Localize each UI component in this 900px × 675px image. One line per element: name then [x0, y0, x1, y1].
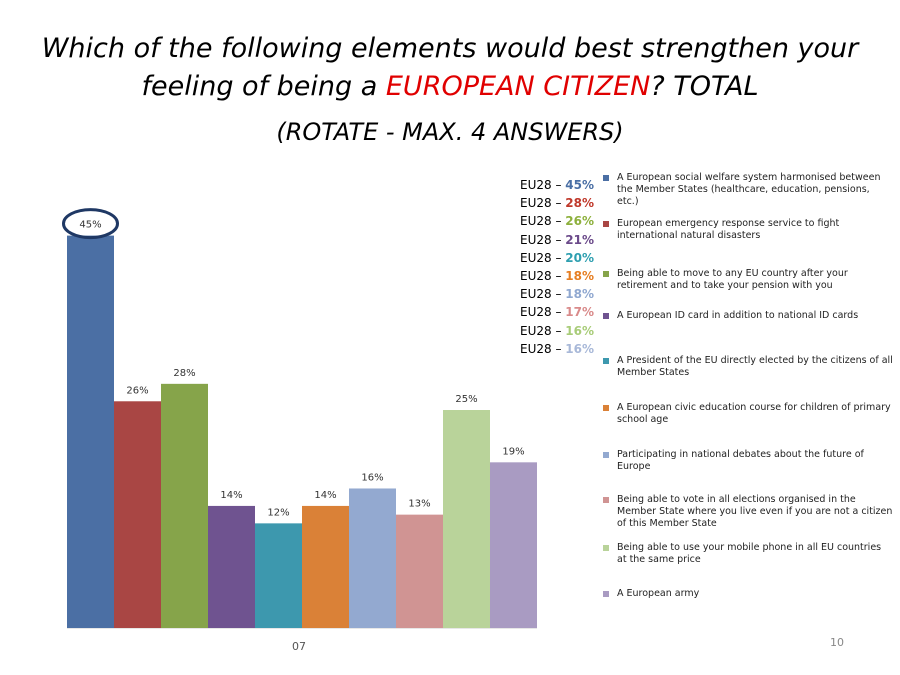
bar-value-label-4: 14%: [220, 490, 242, 501]
bar-value-label-1: 45%: [79, 220, 101, 231]
bar-8: [396, 514, 443, 628]
eu28-value: 45%: [565, 178, 594, 192]
legend-swatch: [603, 313, 609, 319]
legend-swatch: [603, 545, 609, 551]
eu28-value: 28%: [565, 196, 594, 211]
bar-10: [490, 462, 537, 628]
eu28-prefix: EU28 –: [520, 214, 566, 229]
eu28-value: 16%: [565, 323, 594, 338]
title-prefix: feeling of being a: [141, 71, 386, 102]
page-number: 10: [830, 636, 844, 649]
eu28-row-3: EU28 – 26%: [496, 212, 594, 230]
legend-label: Participating in national debates about …: [617, 449, 864, 472]
legend-item-9: Being able to use your mobile phone in a…: [603, 542, 893, 566]
legend-swatch: [603, 452, 609, 458]
x-category-label: 07: [292, 640, 306, 653]
eu28-prefix: EU28 –: [520, 178, 566, 192]
legend-label: Being able to use your mobile phone in a…: [617, 542, 882, 565]
eu28-value: 21%: [565, 232, 594, 247]
bar-7: [349, 488, 396, 628]
title-line-1: Which of the following elements would be…: [41, 33, 859, 64]
legend-item-4: A European ID card in addition to nation…: [603, 310, 893, 322]
legend-swatch: [603, 221, 609, 227]
legend-item-10: A European army: [603, 588, 893, 600]
eu28-prefix: EU28 –: [520, 341, 566, 356]
eu28-prefix: EU28 –: [520, 287, 566, 302]
chart-title: Which of the following elements would be…: [0, 30, 900, 106]
bar-value-label-9: 25%: [455, 394, 477, 405]
eu28-row-5: EU28 – 20%: [496, 249, 594, 267]
legend-label: A European ID card in addition to nation…: [617, 310, 859, 321]
legend-item-1: A European social welfare system harmoni…: [603, 172, 893, 208]
legend-swatch: [603, 271, 609, 277]
legend-swatch: [603, 175, 609, 181]
eu28-value: 18%: [565, 287, 594, 302]
eu28-prefix: EU28 –: [520, 232, 566, 247]
bar-value-label-8: 13%: [408, 499, 430, 510]
highlight-circle: [62, 208, 119, 240]
eu28-row-4: EU28 – 21%: [496, 231, 594, 249]
bar-value-label-7: 16%: [361, 472, 383, 483]
eu28-value: 20%: [565, 250, 594, 265]
eu28-prefix: EU28 –: [520, 305, 566, 320]
bar-9: [443, 410, 490, 628]
eu28-row-6: EU28 – 18%: [496, 267, 594, 285]
eu28-row-8: EU28 – 17%: [496, 303, 594, 321]
legend-label: A European civic education course for ch…: [617, 402, 891, 425]
bar-value-label-3: 28%: [173, 368, 195, 379]
bar-value-label-5: 12%: [267, 507, 289, 518]
bar-6: [302, 505, 349, 628]
legend-label: Being able to vote in all elections orga…: [617, 494, 893, 529]
bar-5: [255, 523, 302, 628]
legend-label: A European social welfare system harmoni…: [617, 172, 881, 207]
eu28-prefix: EU28 –: [520, 196, 566, 211]
legend-label: Being able to move to any EU country aft…: [617, 268, 848, 291]
legend-item-8: Being able to vote in all elections orga…: [603, 494, 893, 530]
eu28-value: 17%: [565, 305, 594, 320]
legend-label: European emergency response service to f…: [617, 218, 840, 241]
title-accent: EUROPEAN CITIZEN: [385, 71, 651, 102]
eu28-value: 26%: [565, 214, 594, 229]
legend-item-7: Participating in national debates about …: [603, 449, 893, 473]
legend-label: A President of the EU directly elected b…: [617, 355, 893, 378]
legend-swatch: [603, 405, 609, 411]
title-line-2: feeling of being a EUROPEAN CITIZEN? TOT…: [0, 68, 900, 106]
eu28-prefix: EU28 –: [520, 323, 566, 338]
bar-value-label-6: 14%: [314, 490, 336, 501]
eu28-prefix: EU28 –: [520, 269, 566, 284]
bar-value-label-10: 19%: [502, 446, 524, 457]
legend-swatch: [603, 497, 609, 503]
bar-3: [161, 383, 208, 628]
eu28-row-10: EU28 – 16%: [496, 340, 594, 358]
title-suffix: ? TOTAL: [650, 71, 759, 102]
eu28-value: 16%: [565, 341, 594, 356]
chart-subtitle: (ROTATE - MAX. 4 ANSWERS): [276, 118, 624, 146]
eu28-row-7: EU28 – 18%: [496, 285, 594, 303]
legend-item-5: A President of the EU directly elected b…: [603, 355, 893, 379]
legend-item-2: European emergency response service to f…: [603, 218, 893, 242]
eu28-value: 18%: [565, 269, 594, 284]
eu28-row-1: EU28 – 45%: [496, 176, 594, 194]
bar-2: [114, 401, 161, 628]
bar-value-label-2: 26%: [126, 385, 148, 396]
eu28-row-9: EU28 – 16%: [496, 322, 594, 340]
legend-swatch: [603, 591, 609, 597]
bar-1: [67, 235, 114, 628]
eu28-row-2: EU28 – 28%: [496, 194, 594, 212]
eu28-prefix: EU28 –: [520, 250, 566, 265]
legend-label: A European army: [617, 588, 700, 599]
legend-swatch: [603, 358, 609, 364]
legend-item-6: A European civic education course for ch…: [603, 402, 893, 426]
bar-4: [208, 505, 255, 628]
eu28-summary: EU28 – 45% EU28 – 28% EU28 – 26% EU28 – 21%…: [496, 176, 594, 358]
legend-item-3: Being able to move to any EU country aft…: [603, 268, 893, 292]
